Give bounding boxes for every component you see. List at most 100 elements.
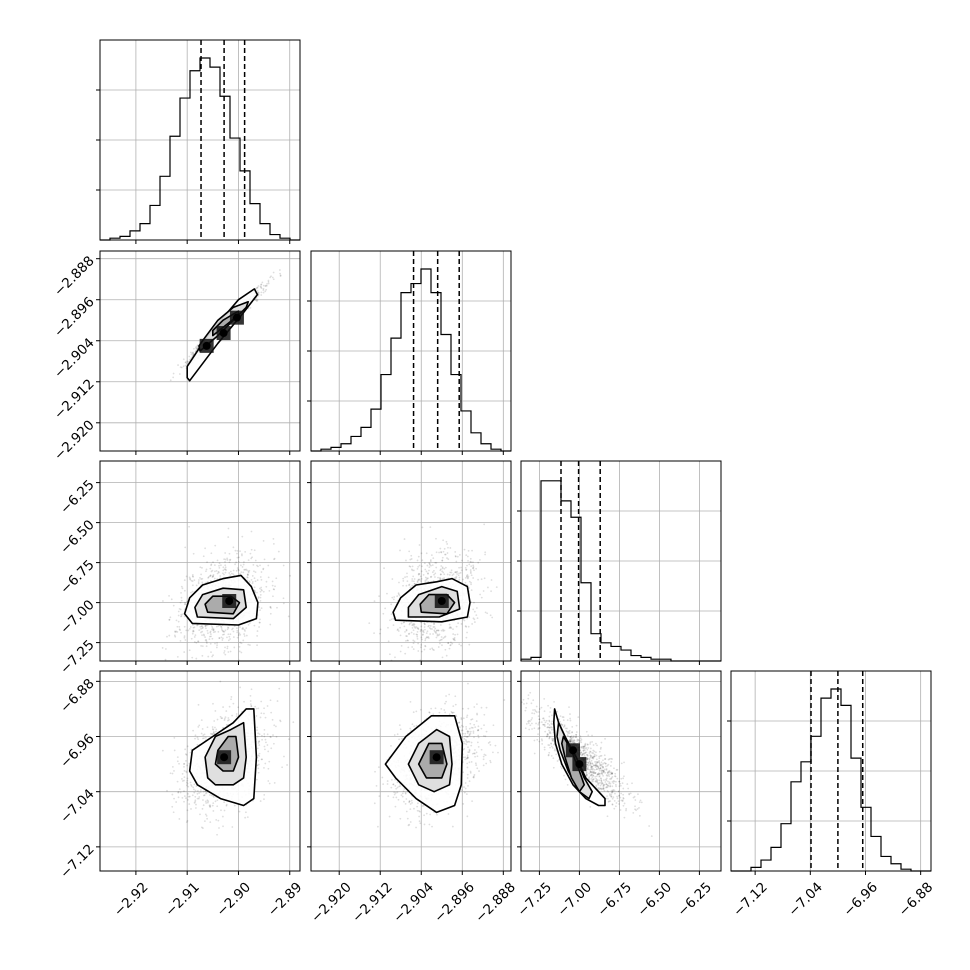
sample-point	[258, 763, 260, 766]
sample-point	[267, 780, 270, 782]
sample-point	[182, 365, 185, 368]
sample-point	[184, 797, 187, 800]
sample-point	[210, 552, 213, 555]
sample-point	[266, 733, 269, 736]
sample-point	[186, 600, 188, 603]
sample-point	[429, 576, 432, 578]
sample-point	[258, 744, 261, 746]
sample-point	[200, 719, 203, 722]
sample-point	[429, 560, 432, 563]
sample-point	[407, 646, 410, 649]
sample-point	[223, 573, 225, 576]
sample-point	[467, 746, 469, 749]
sample-point	[239, 633, 242, 636]
sample-point	[428, 562, 431, 565]
sample-point	[282, 602, 285, 605]
sample-point	[409, 565, 412, 568]
sample-point	[453, 638, 456, 641]
sample-point	[458, 566, 460, 569]
sample-point	[473, 621, 476, 623]
sample-point	[421, 634, 424, 636]
sample-point	[257, 732, 260, 735]
sample-point	[220, 636, 223, 639]
sample-point	[468, 643, 471, 646]
sample-point	[279, 275, 282, 277]
sample-point	[249, 703, 252, 706]
sample-point	[443, 573, 446, 576]
sample-point	[211, 627, 214, 630]
sample-point	[183, 636, 186, 639]
sample-point	[269, 699, 272, 702]
panel-frame-d3	[730, 670, 932, 872]
sample-point	[210, 794, 213, 797]
sample-point	[442, 628, 444, 631]
sample-point	[482, 590, 485, 592]
sample-point	[192, 552, 195, 555]
sample-point	[209, 574, 212, 577]
sample-point	[399, 549, 401, 552]
sample-point	[482, 758, 485, 761]
sample-point	[183, 769, 186, 772]
sample-point	[223, 568, 226, 571]
sample-point	[470, 561, 472, 564]
sample-point	[202, 626, 204, 629]
sample-point	[243, 635, 246, 637]
sample-point	[473, 723, 476, 726]
sample-point	[469, 560, 472, 563]
sample-point	[215, 818, 218, 821]
sample-point	[465, 728, 468, 730]
sample-point	[245, 811, 247, 814]
sample-point	[398, 581, 400, 584]
sample-point	[379, 628, 382, 631]
sample-point	[217, 630, 220, 633]
sample-point	[216, 718, 219, 721]
sample-point	[183, 589, 186, 592]
sample-point	[408, 583, 411, 586]
sample-point	[229, 574, 232, 576]
sample-point	[391, 596, 394, 599]
sample-point	[472, 567, 474, 569]
sample-point	[183, 651, 186, 653]
sample-point	[398, 594, 401, 597]
tick-label-x-1-2: −2.904	[390, 879, 437, 926]
sample-point	[216, 644, 218, 647]
sample-point	[411, 646, 414, 648]
sample-point	[211, 804, 214, 807]
sample-point	[433, 623, 435, 626]
sample-point	[216, 799, 219, 802]
sample-point	[228, 572, 231, 574]
sample-point	[263, 793, 266, 796]
sample-point	[250, 705, 253, 707]
sample-point	[265, 288, 268, 291]
sample-point	[245, 627, 248, 630]
sample-point	[455, 577, 458, 579]
sample-point	[171, 805, 174, 808]
sample-point	[194, 737, 196, 740]
sample-point	[458, 576, 461, 579]
sample-point	[468, 616, 471, 619]
sample-point	[417, 650, 420, 652]
sample-point	[198, 792, 201, 794]
sample-point	[236, 636, 239, 639]
sample-point	[427, 572, 429, 575]
sample-point	[393, 596, 396, 598]
sample-point	[440, 708, 443, 710]
sample-point	[191, 573, 194, 576]
sample-point	[205, 570, 207, 573]
sample-point	[194, 734, 197, 737]
sample-point	[255, 778, 258, 781]
sample-point	[267, 282, 270, 285]
sample-point	[424, 639, 427, 642]
sample-point	[445, 654, 448, 657]
density-panel-p02	[161, 525, 291, 661]
sample-point	[256, 286, 259, 289]
sample-point	[442, 550, 445, 553]
sample-point	[207, 800, 210, 803]
sample-point	[480, 578, 483, 581]
sample-point	[209, 574, 212, 577]
sample-point	[214, 800, 217, 803]
sample-point	[455, 714, 457, 717]
sample-point	[394, 792, 397, 794]
sample-point	[230, 696, 233, 698]
sample-point	[421, 526, 424, 529]
